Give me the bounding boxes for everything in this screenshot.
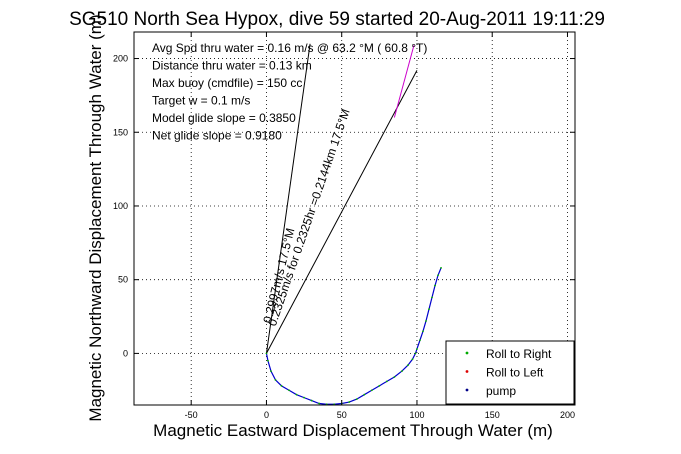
x-tick-label: 200	[560, 410, 575, 420]
series-point	[378, 384, 381, 387]
annotation-line: Net glide slope = 0.9180	[152, 129, 282, 143]
series-point	[348, 401, 351, 403]
grid	[134, 32, 575, 405]
series-point	[414, 352, 417, 355]
series-point	[267, 359, 269, 362]
series-point	[355, 398, 358, 401]
series-layer	[265, 43, 442, 406]
series-point	[385, 380, 388, 383]
x-axis-label: Magnetic Eastward Displacement Through W…	[153, 421, 553, 440]
series-point	[431, 296, 433, 299]
series-point	[401, 370, 403, 372]
legend-label: pump	[486, 384, 516, 398]
legend-label: Roll to Left	[486, 366, 544, 380]
legend-marker	[465, 388, 469, 392]
annotation-block: Avg Spd thru water = 0.16 m/s @ 63.2 °M …	[152, 41, 427, 143]
x-tick-label: 50	[337, 410, 347, 420]
model-glide-line	[265, 43, 311, 354]
legend: Roll to Right Roll to Left pump	[445, 340, 575, 405]
series-point	[270, 370, 272, 372]
series-point	[437, 274, 439, 277]
net-glide-line	[266, 70, 418, 354]
x-tick-label: 100	[409, 410, 424, 420]
chart-title: SG510 North Sea Hypox, dive 59 started 2…	[69, 9, 605, 30]
series-point	[422, 330, 424, 333]
series-point	[280, 384, 283, 387]
series-point	[274, 379, 277, 381]
series-point	[370, 389, 373, 392]
legend-marker	[465, 370, 469, 373]
y-tick-label: 100	[113, 201, 128, 211]
series-point	[310, 399, 313, 402]
ellipse-vector-line	[393, 45, 415, 118]
series-point	[265, 352, 268, 355]
series-point	[428, 308, 430, 311]
y-tick-label: 50	[118, 275, 128, 285]
series-point	[393, 376, 396, 378]
series-point	[318, 402, 321, 405]
y-tick-label: 200	[113, 54, 128, 64]
legend-label: Roll to Right	[486, 347, 552, 361]
series-point	[411, 358, 414, 361]
legend-marker	[465, 351, 469, 355]
y-tick-label: 150	[113, 127, 128, 137]
series-point	[288, 389, 290, 392]
annotation-line: Avg Spd thru water = 0.16 m/s @ 63.2 °M …	[152, 41, 427, 55]
annotation-line: Target w = 0.1 m/s	[152, 94, 250, 108]
series-point	[363, 393, 366, 396]
series-point	[425, 320, 427, 322]
axes-box	[133, 31, 576, 406]
annotation-line: Distance thru water = 0.13 km	[152, 59, 312, 73]
y-axis-label: Magnetic Northward Displacement Through …	[86, 14, 105, 421]
series-point	[303, 396, 305, 399]
series-point	[419, 339, 421, 342]
series-point	[434, 284, 436, 287]
series-point	[416, 348, 418, 350]
y-tick-label: 0	[123, 348, 128, 358]
series-point	[407, 364, 409, 367]
x-tick-label: 150	[485, 410, 500, 420]
x-tick-label: 0	[264, 410, 269, 420]
annotation-line: Model glide slope = 0.3850	[152, 111, 296, 125]
x-tick-label: -50	[185, 410, 198, 420]
series-point	[440, 266, 442, 269]
series-point	[295, 393, 298, 396]
annotation-line: Max buoy (cmdfile) = 150 cc	[152, 76, 302, 90]
